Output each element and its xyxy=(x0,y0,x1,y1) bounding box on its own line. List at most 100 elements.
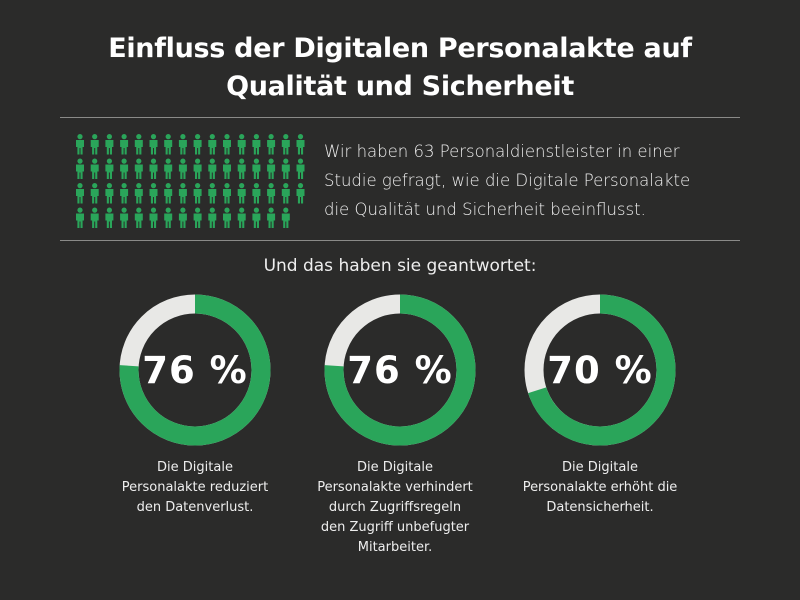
caption-3-line: Personalakte erhöht die xyxy=(522,480,678,495)
person-icon xyxy=(237,183,246,204)
person-icon xyxy=(296,158,305,179)
donut-value-2: 76 % xyxy=(347,348,453,392)
person-icon xyxy=(267,183,276,204)
caption-3: Die Digitale Personalakte erhöht die Dat… xyxy=(510,458,690,518)
person-icon xyxy=(281,158,290,179)
donut-value-arc xyxy=(524,294,676,446)
caption-3-line: Die Digitale xyxy=(562,460,638,475)
person-icon xyxy=(134,134,143,155)
person-icon xyxy=(208,134,217,155)
caption-2-line: Personalakte verhindert xyxy=(317,480,473,495)
person-icon xyxy=(120,158,129,179)
donut-chart-1: 76 % xyxy=(117,292,273,448)
person-icon xyxy=(120,183,129,204)
person-icon xyxy=(90,134,99,155)
person-icon xyxy=(76,207,84,228)
person-icon xyxy=(281,207,290,228)
person-icon xyxy=(164,183,173,204)
person-icon xyxy=(252,183,261,204)
person-icon xyxy=(149,158,158,179)
person-icon xyxy=(223,183,231,204)
person-icon xyxy=(223,207,231,228)
donut-ring-1 xyxy=(119,294,271,446)
person-icon xyxy=(208,158,217,179)
person-icon xyxy=(237,134,246,155)
person-icon xyxy=(76,183,84,204)
person-icon xyxy=(237,207,246,228)
intro-line-2: Studie gefragt, wie die Digitale Persona… xyxy=(324,171,691,190)
donut-chart-3: 70 % xyxy=(522,292,678,448)
person-icon xyxy=(105,158,114,179)
person-icon xyxy=(296,134,305,155)
person-icon xyxy=(178,134,187,155)
divider-top xyxy=(60,117,740,118)
person-icon xyxy=(208,207,217,228)
person-icon xyxy=(134,207,143,228)
intro-line-1: Wir haben 63 Personaldienstleister in ei… xyxy=(324,142,680,161)
intro-text: Wir haben 63 Personaldienstleister in ei… xyxy=(324,137,744,224)
person-icon xyxy=(120,134,129,155)
person-icon xyxy=(281,183,290,204)
title-line-1: Einfluss der Digitalen Personalakte auf xyxy=(108,33,692,64)
donut-ring-3 xyxy=(524,294,676,446)
person-icon xyxy=(120,207,129,228)
person-icon xyxy=(90,183,99,204)
caption-1: Die Digitale Personalakte reduziert den … xyxy=(105,458,285,518)
person-icon xyxy=(149,207,158,228)
person-icon xyxy=(105,134,114,155)
person-icon xyxy=(237,158,246,179)
person-icon xyxy=(149,183,158,204)
caption-2: Die Digitale Personalakte verhindert dur… xyxy=(305,458,485,558)
person-icon xyxy=(281,134,290,155)
caption-2-line: Die Digitale xyxy=(357,460,433,475)
people-grid xyxy=(74,132,314,228)
intro-line-3: die Qualität und Sicherheit beeinflusst. xyxy=(324,200,646,219)
caption-1-line: den Datenverlust. xyxy=(136,500,254,515)
caption-1-line: Die Digitale xyxy=(157,460,233,475)
person-icon xyxy=(252,134,261,155)
person-icon xyxy=(252,158,261,179)
person-icon xyxy=(105,183,114,204)
person-icon xyxy=(90,158,99,179)
person-icon xyxy=(76,158,84,179)
subtitle: Und das haben sie geantwortet: xyxy=(263,256,537,276)
donut-value-arc xyxy=(119,294,271,446)
person-icon xyxy=(134,183,143,204)
person-icon xyxy=(193,134,202,155)
caption-3-line: Datensicherheit. xyxy=(546,500,654,515)
person-icon xyxy=(252,207,261,228)
person-icon xyxy=(105,207,114,228)
person-icon xyxy=(223,134,231,155)
person-icon xyxy=(178,158,187,179)
donut-ring-2 xyxy=(324,294,476,446)
people-icons xyxy=(76,134,305,228)
caption-1-line: Personalakte reduziert xyxy=(121,480,269,495)
person-icon xyxy=(164,158,173,179)
person-icon xyxy=(193,158,202,179)
person-icon xyxy=(178,207,187,228)
person-icon xyxy=(90,207,99,228)
donut-value-3: 70 % xyxy=(547,348,653,392)
person-icon xyxy=(178,183,187,204)
person-icon xyxy=(208,183,217,204)
caption-2-line: Mitarbeiter. xyxy=(357,540,433,555)
caption-2-line: den Zugriff unbefugter xyxy=(320,520,470,535)
person-icon xyxy=(193,183,202,204)
title-line-2: Qualität und Sicherheit xyxy=(226,71,574,102)
person-icon xyxy=(296,183,305,204)
person-icon xyxy=(76,134,84,155)
person-icon xyxy=(267,158,276,179)
divider-bottom xyxy=(60,240,740,241)
donut-value-1: 76 % xyxy=(142,348,248,392)
person-icon xyxy=(267,134,276,155)
person-icon xyxy=(223,158,231,179)
donut-chart-2: 76 % xyxy=(322,292,478,448)
caption-2-line: durch Zugriffsregeln xyxy=(328,500,462,515)
person-icon xyxy=(164,134,173,155)
donut-value-arc xyxy=(324,294,476,446)
person-icon xyxy=(193,207,202,228)
person-icon xyxy=(267,207,276,228)
person-icon xyxy=(164,207,173,228)
page-title: Einfluss der Digitalen Personalakte auf … xyxy=(0,30,800,106)
person-icon xyxy=(134,158,143,179)
